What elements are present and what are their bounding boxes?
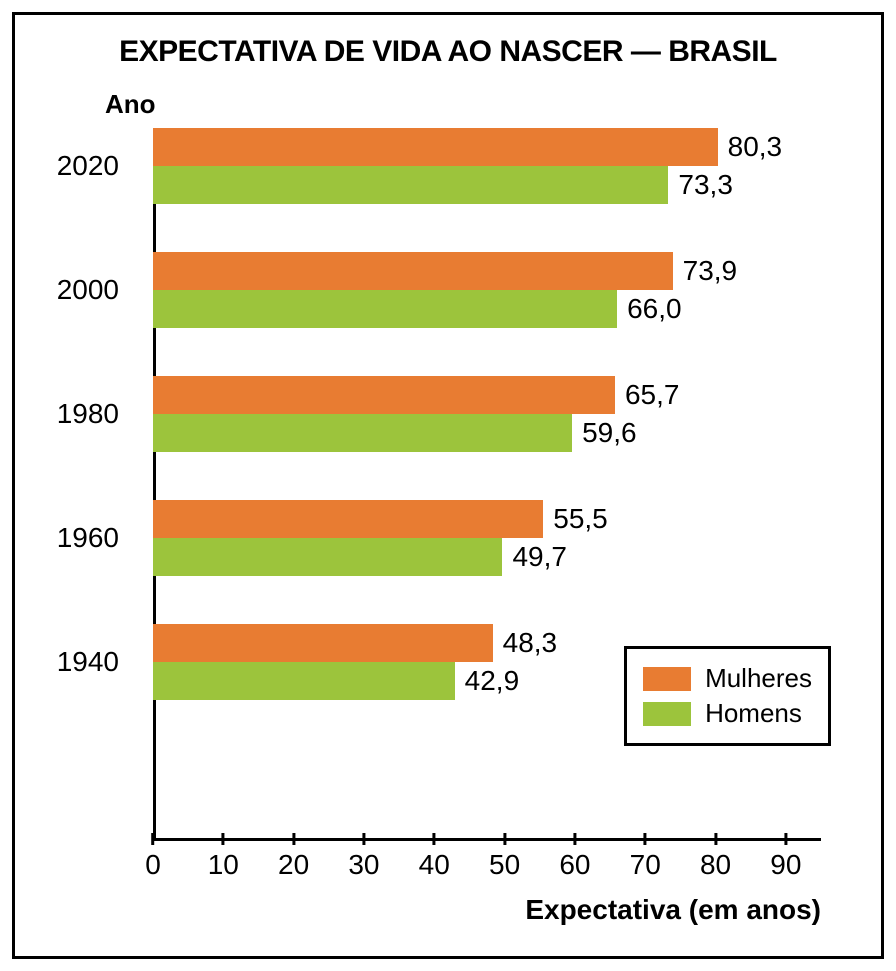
bar-value-label: 59,6 <box>582 417 637 449</box>
bar-row: 59,6 <box>153 414 821 452</box>
y-axis-title: Ano <box>45 89 851 120</box>
chart-title: EXPECTATIVA DE VIDA AO NASCER — BRASIL <box>45 35 851 69</box>
x-tick: 30 <box>348 833 379 881</box>
category-group: 200073,966,0 <box>153 252 821 328</box>
category-label: 1980 <box>45 398 135 430</box>
bar-value-label: 73,9 <box>683 255 738 287</box>
x-tick: 10 <box>208 833 239 881</box>
tick-mark <box>292 833 295 845</box>
category-group: 196055,549,7 <box>153 500 821 576</box>
bar <box>153 414 572 452</box>
legend-label: Homens <box>705 698 802 729</box>
legend-swatch <box>643 702 691 726</box>
tick-label: 10 <box>208 849 239 881</box>
legend-swatch <box>643 667 691 691</box>
chart-container: EXPECTATIVA DE VIDA AO NASCER — BRASIL A… <box>12 12 884 959</box>
x-tick: 50 <box>489 833 520 881</box>
tick-label: 80 <box>700 849 731 881</box>
tick-mark <box>784 833 787 845</box>
tick-mark <box>222 833 225 845</box>
x-tick: 70 <box>630 833 661 881</box>
x-tick: 20 <box>278 833 309 881</box>
bar <box>153 252 673 290</box>
bar-row: 65,7 <box>153 376 821 414</box>
tick-label: 0 <box>145 849 161 881</box>
legend-item: Mulheres <box>643 663 812 694</box>
tick-label: 90 <box>770 849 801 881</box>
legend-item: Homens <box>643 698 812 729</box>
tick-label: 20 <box>278 849 309 881</box>
x-tick: 80 <box>700 833 731 881</box>
x-tick: 0 <box>145 833 161 881</box>
bar-value-label: 48,3 <box>503 627 558 659</box>
category-label: 2000 <box>45 274 135 306</box>
bar <box>153 166 668 204</box>
chart-body: 202080,373,3200073,966,0198065,759,61960… <box>45 128 851 926</box>
bar <box>153 662 455 700</box>
bar-row: 55,5 <box>153 500 821 538</box>
bar <box>153 376 615 414</box>
bar-row: 73,9 <box>153 252 821 290</box>
tick-mark <box>644 833 647 845</box>
x-tick: 90 <box>770 833 801 881</box>
bar-row: 66,0 <box>153 290 821 328</box>
bar-row: 80,3 <box>153 128 821 166</box>
category-group: 202080,373,3 <box>153 128 821 204</box>
bar <box>153 500 543 538</box>
tick-label: 70 <box>630 849 661 881</box>
legend-label: Mulheres <box>705 663 812 694</box>
x-tick: 60 <box>559 833 590 881</box>
x-tick: 40 <box>419 833 450 881</box>
bar <box>153 128 718 166</box>
category-group: 198065,759,6 <box>153 376 821 452</box>
bar-value-label: 55,5 <box>553 503 608 535</box>
bar-row: 49,7 <box>153 538 821 576</box>
tick-label: 40 <box>419 849 450 881</box>
bar <box>153 624 493 662</box>
category-label: 2020 <box>45 150 135 182</box>
x-axis: 0 10 20 30 40 50 60 70 80 90 <box>45 838 851 888</box>
bar <box>153 538 502 576</box>
tick-mark <box>503 833 506 845</box>
category-label: 1940 <box>45 646 135 678</box>
bar-value-label: 73,3 <box>678 169 733 201</box>
x-ticks: 0102030405060708090 <box>153 838 821 888</box>
bar-value-label: 80,3 <box>728 131 783 163</box>
bar-value-label: 49,7 <box>512 541 567 573</box>
y-axis-line <box>153 128 156 838</box>
tick-mark <box>362 833 365 845</box>
bar-value-label: 65,7 <box>625 379 680 411</box>
bar-value-label: 42,9 <box>465 665 520 697</box>
tick-label: 30 <box>348 849 379 881</box>
category-label: 1960 <box>45 522 135 554</box>
bar <box>153 290 617 328</box>
tick-mark <box>151 833 154 845</box>
bar-row: 73,3 <box>153 166 821 204</box>
x-axis-title: Expectativa (em anos) <box>45 894 851 926</box>
tick-label: 60 <box>559 849 590 881</box>
tick-label: 50 <box>489 849 520 881</box>
bar-value-label: 66,0 <box>627 293 682 325</box>
tick-mark <box>573 833 576 845</box>
tick-mark <box>433 833 436 845</box>
legend: Mulheres Homens <box>624 646 831 746</box>
tick-mark <box>714 833 717 845</box>
